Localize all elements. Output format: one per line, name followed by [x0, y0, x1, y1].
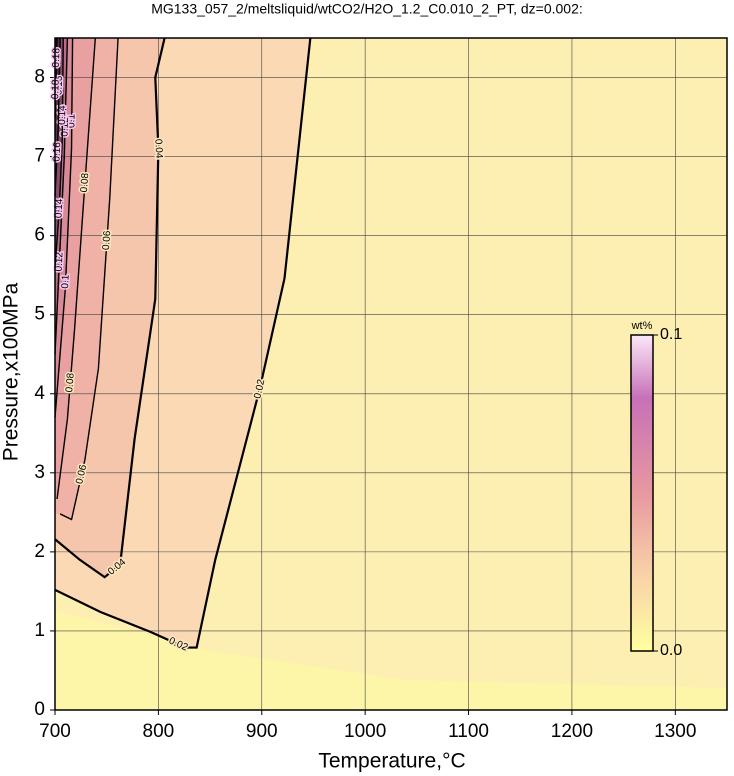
colorbar-tick-label: 0.1 — [660, 326, 682, 343]
x-tick-label: 1000 — [344, 721, 386, 742]
contour-label: 0.1 — [60, 274, 72, 289]
y-tick-label: 4 — [34, 383, 45, 404]
colorbar — [630, 334, 654, 652]
contour-label: 0.1 — [66, 114, 77, 128]
contour-label: 0.12 — [59, 117, 71, 137]
x-tick-label: 1300 — [654, 721, 696, 742]
colorbar-tick-label: 0.0 — [660, 642, 682, 659]
plot-frame — [54, 37, 728, 711]
contour-label: 0.08 — [64, 372, 77, 393]
y-tick-label: 1 — [34, 620, 45, 641]
y-tick-label: 6 — [34, 225, 45, 246]
x-tick-label: 700 — [39, 721, 71, 742]
contour-line — [59, 37, 119, 521]
contour-label: 0.18 — [51, 47, 63, 67]
low-region — [55, 610, 727, 710]
contour-line — [54, 37, 61, 197]
y-tick-label: 5 — [34, 304, 45, 325]
contour-label: 0.08 — [79, 172, 91, 193]
contour-line — [56, 37, 97, 500]
chart-title: MG133_057_2/meltsliquid/wtCO2/H2O_1.2_C0… — [151, 1, 583, 17]
x-tick-label: 900 — [246, 721, 278, 742]
contour-label: 0.06 — [101, 230, 113, 251]
y-axis-label: Pressure,x100MPa — [0, 282, 23, 461]
contour-label: 0.18 — [50, 79, 62, 99]
y-tick-label: 3 — [34, 462, 45, 483]
contour-line — [54, 37, 74, 418]
y-tick-label: 0 — [34, 699, 45, 720]
y-tick-label: 2 — [34, 541, 45, 562]
contour-line — [54, 37, 64, 268]
contour-label: 0.16 — [51, 141, 63, 161]
contour-line — [54, 37, 312, 649]
contour-line — [54, 37, 166, 579]
x-axis-label: Temperature,°C — [318, 750, 465, 773]
contour-line — [54, 37, 69, 355]
contour-label: 0.04 — [152, 139, 164, 159]
y-tick-label: 8 — [34, 67, 45, 88]
x-tick-label: 1200 — [551, 721, 593, 742]
colorbar-label: wt% — [631, 320, 653, 332]
x-tick-label: 1100 — [448, 721, 489, 742]
x-tick-label: 800 — [143, 721, 175, 742]
y-tick-label: 7 — [34, 146, 45, 167]
